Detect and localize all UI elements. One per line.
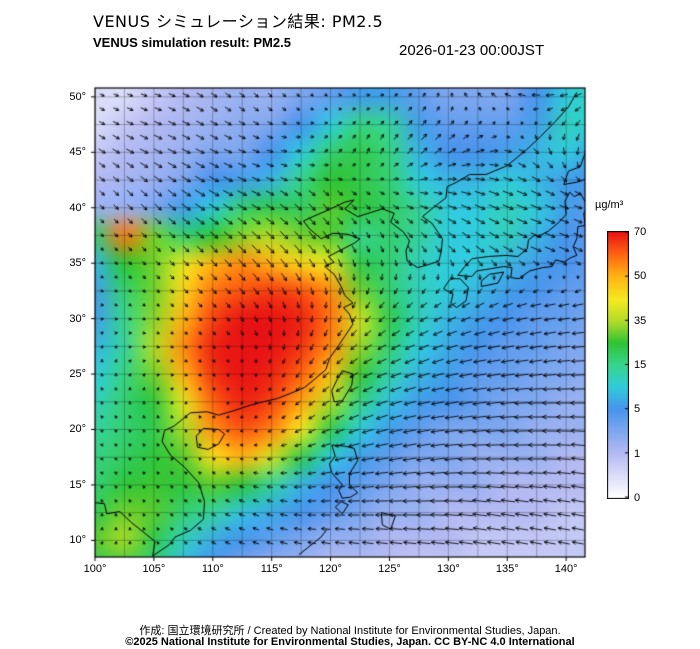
x-tick-label: 120° (319, 563, 342, 575)
x-tick-label: 115° (260, 563, 283, 575)
colorbar-tick-label: 1 (634, 447, 641, 460)
title-japanese: VENUS シミュレーション結果: PM2.5 (93, 12, 384, 31)
y-tick-label: 35° (69, 257, 86, 270)
x-tick-label: 105° (142, 563, 166, 575)
colorbar-tick-label: 0 (634, 492, 641, 504)
y-tick-label: 25° (69, 368, 86, 381)
y-tick-label: 45° (69, 146, 86, 159)
colorbar-tick-label: 5 (634, 403, 641, 416)
valid-time: 2026-01-23 00:00JST (399, 42, 545, 59)
colorbar-unit-label: µg/m³ (595, 199, 624, 211)
x-tick-label: 135° (495, 563, 519, 575)
x-tick-label: 110° (201, 563, 224, 575)
x-tick-label: 125° (378, 563, 401, 575)
colorbar-tick-label: 70 (634, 226, 647, 238)
y-tick-label: 40° (69, 201, 86, 214)
y-tick-label: 10° (69, 534, 86, 547)
colorbar-tick-label: 15 (634, 359, 647, 371)
x-tick-label: 140° (554, 563, 578, 575)
colorbar-tick-label: 50 (634, 270, 647, 283)
credit-line: 作成: 国立環境研究所 / Created by National Instit… (139, 625, 561, 637)
y-tick-label: 15° (69, 478, 86, 491)
y-tick-label: 20° (69, 423, 86, 436)
copyright-line: ©2025 National Institute for Environment… (125, 636, 575, 648)
x-tick-label: 100° (83, 563, 107, 575)
colorbar-tick-label: 35 (634, 314, 647, 327)
title-english: VENUS simulation result: PM2.5 (93, 35, 291, 50)
y-tick-label: 50° (69, 90, 86, 103)
y-tick-label: 30° (69, 312, 86, 325)
pm25-map-canvas (89, 82, 591, 563)
colorbar-canvas (607, 231, 629, 499)
x-tick-label: 130° (436, 563, 460, 575)
